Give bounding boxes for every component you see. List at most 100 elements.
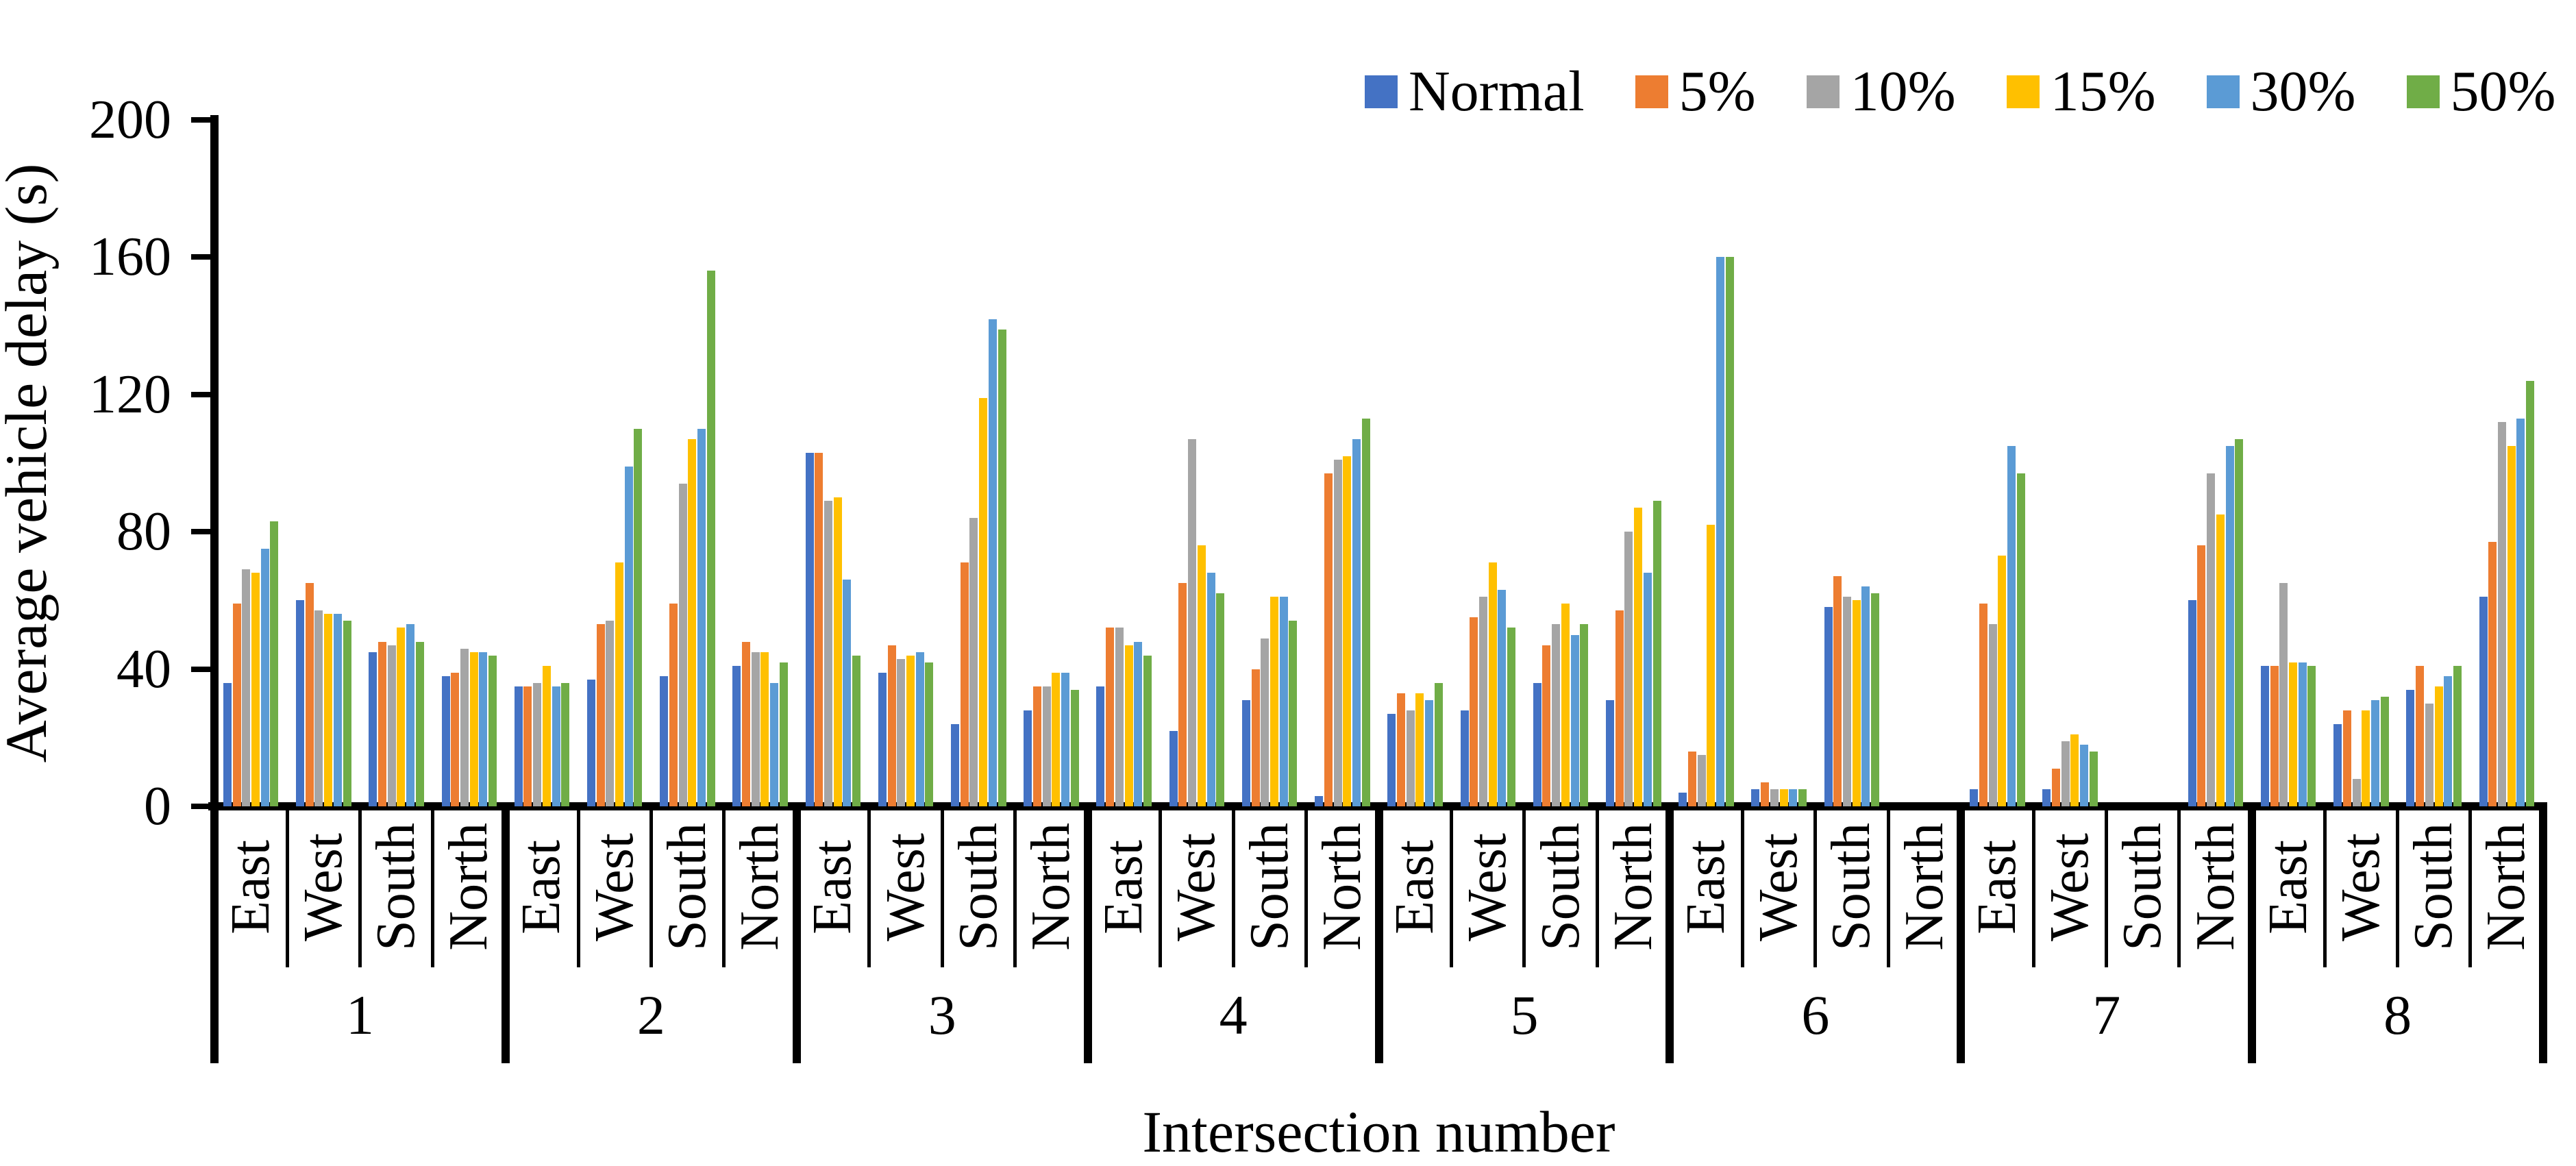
- bar: [2416, 665, 2425, 806]
- bar: [1470, 617, 1478, 806]
- bar: [2425, 703, 2433, 806]
- direction-label-cell: North: [1597, 806, 1670, 967]
- bar: [523, 686, 532, 806]
- bar: [624, 467, 633, 806]
- bar: [1460, 710, 1469, 806]
- bar: [2260, 665, 2269, 806]
- bar: [451, 672, 460, 806]
- bar: [1716, 257, 1725, 806]
- direction-label-cell: East: [1088, 806, 1161, 967]
- bar: [815, 452, 823, 806]
- bar: [1216, 593, 1225, 806]
- legend-swatch: [1365, 75, 1398, 108]
- category-separator: [2323, 806, 2327, 967]
- bar: [751, 652, 760, 806]
- category-separator: [649, 806, 653, 967]
- direction-label-cell: North: [1306, 806, 1378, 967]
- legend-item: 10%: [1806, 63, 1956, 121]
- bar: [415, 641, 424, 806]
- bar: [514, 686, 523, 806]
- bar: [906, 655, 915, 806]
- bar: [669, 604, 678, 806]
- bar: [2052, 768, 2061, 806]
- y-tick-label: 0: [144, 776, 171, 836]
- group-separator: [792, 806, 801, 1063]
- direction-label-cell: West: [1161, 806, 1233, 967]
- bar: [1824, 607, 1833, 806]
- direction-label-cell: West: [1452, 806, 1524, 967]
- bar: [1998, 556, 2007, 806]
- y-axis-line: [210, 115, 219, 806]
- direction-label-cell: East: [797, 806, 869, 967]
- direction-label: West: [584, 832, 645, 941]
- direction-label-cell: South: [2107, 806, 2179, 967]
- bar: [1052, 672, 1061, 806]
- bar: [824, 501, 832, 806]
- bar: [960, 562, 969, 806]
- bar: [1833, 576, 1842, 806]
- category-separator: [940, 806, 944, 967]
- bar: [660, 675, 669, 806]
- bar: [1634, 508, 1643, 806]
- bar: [1861, 586, 1870, 806]
- bar: [606, 621, 615, 806]
- bar: [2289, 662, 2298, 806]
- direction-label: East: [511, 839, 572, 934]
- legend-swatch: [2006, 75, 2040, 108]
- bar: [833, 497, 842, 806]
- direction-label-cell: East: [1379, 806, 1452, 967]
- bar: [1580, 624, 1589, 806]
- bar: [2342, 710, 2351, 806]
- direction-label: North: [1021, 823, 1082, 951]
- bar: [1425, 699, 1434, 806]
- category-separator: [1813, 806, 1818, 967]
- bar: [697, 428, 706, 806]
- bar: [1270, 597, 1279, 806]
- direction-label: North: [2185, 823, 2246, 951]
- bar: [1761, 782, 1770, 806]
- direction-label-cell: North: [2179, 806, 2252, 967]
- bar: [542, 665, 551, 806]
- bar: [1387, 713, 1396, 806]
- bar: [397, 628, 406, 806]
- bar: [1615, 610, 1624, 806]
- direction-label-cell: South: [2398, 806, 2470, 967]
- bar: [1333, 459, 1342, 806]
- bar: [979, 397, 988, 806]
- bar: [2307, 665, 2316, 806]
- category-separator: [358, 806, 362, 967]
- bar: [1361, 418, 1370, 806]
- y-tick-label: 40: [116, 638, 171, 699]
- direction-label-cell: East: [214, 806, 287, 967]
- category-separator: [576, 806, 580, 967]
- group-number-cell: 1: [345, 984, 374, 1046]
- bar: [998, 329, 1006, 806]
- y-axis-tick: [191, 529, 210, 535]
- bar: [1725, 257, 1734, 806]
- bar: [270, 521, 279, 806]
- bar: [2070, 734, 2079, 806]
- bar: [988, 319, 997, 806]
- direction-label: West: [293, 832, 354, 941]
- group-separator: [1957, 806, 1966, 1063]
- bar: [2406, 689, 2415, 806]
- bar: [469, 652, 478, 806]
- direction-label-cell: West: [2325, 806, 2397, 967]
- bar: [1779, 789, 1788, 806]
- bar: [1970, 789, 1979, 806]
- x-axis-title: Intersection number: [1142, 1099, 1615, 1165]
- bar: [2007, 445, 2016, 806]
- bar: [1561, 604, 1570, 806]
- direction-label: West: [2330, 832, 2391, 941]
- bar: [897, 658, 906, 806]
- bar: [2207, 473, 2216, 806]
- bar: [343, 621, 351, 806]
- bar: [314, 610, 323, 806]
- direction-label: East: [2257, 839, 2318, 934]
- bar: [1096, 686, 1105, 806]
- bar: [1624, 532, 1633, 806]
- y-axis-tick: [191, 254, 210, 260]
- bar: [1134, 641, 1143, 806]
